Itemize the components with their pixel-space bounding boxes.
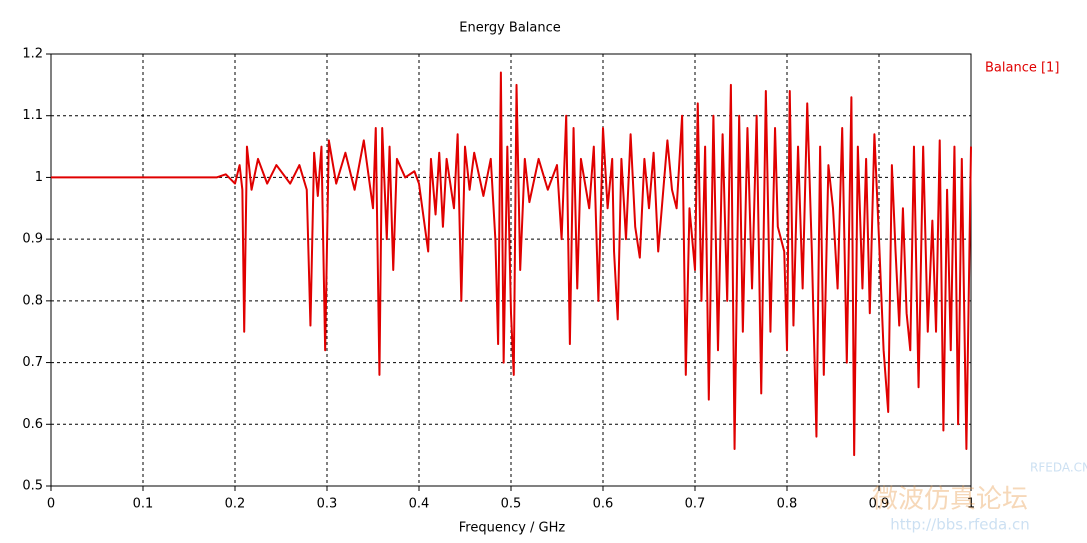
x-tick-label: 0.8 — [777, 497, 798, 512]
x-tick-label: 0.9 — [869, 497, 890, 512]
x-tick-label: 0.6 — [593, 497, 614, 512]
y-tick-label: 0.6 — [22, 417, 43, 432]
watermark-text: 微波仿真论坛 — [872, 485, 1028, 515]
x-tick-label: 0.3 — [317, 497, 338, 512]
y-tick-label: 0.8 — [22, 293, 43, 308]
watermark-text: RFEDA.CN — [1030, 461, 1087, 475]
x-tick-label: 0.4 — [409, 497, 430, 512]
y-tick-label: 0.7 — [22, 355, 43, 370]
x-axis-label: Frequency / GHz — [459, 521, 566, 536]
legend-label: Balance [1] — [985, 61, 1059, 76]
chart-title: Energy Balance — [459, 21, 561, 36]
y-tick-label: 1.2 — [22, 47, 43, 62]
y-tick-label: 1 — [35, 170, 43, 185]
y-tick-label: 1.1 — [22, 108, 43, 123]
watermark-text: http://bbs.rfeda.cn — [890, 516, 1030, 534]
x-tick-label: 1 — [967, 497, 975, 512]
x-tick-label: 0 — [47, 497, 55, 512]
watermark: RFEDA.CN 微波仿真论坛 http://bbs.rfeda.cn — [872, 461, 1087, 534]
x-tick-label: 0.2 — [225, 497, 246, 512]
y-tick-label: 0.5 — [22, 479, 43, 494]
x-tick-label: 0.5 — [501, 497, 522, 512]
y-tick-label: 0.9 — [22, 232, 43, 247]
x-tick-label: 0.7 — [685, 497, 706, 512]
data-line — [51, 71, 972, 457]
x-tick-label: 0.1 — [133, 497, 154, 512]
